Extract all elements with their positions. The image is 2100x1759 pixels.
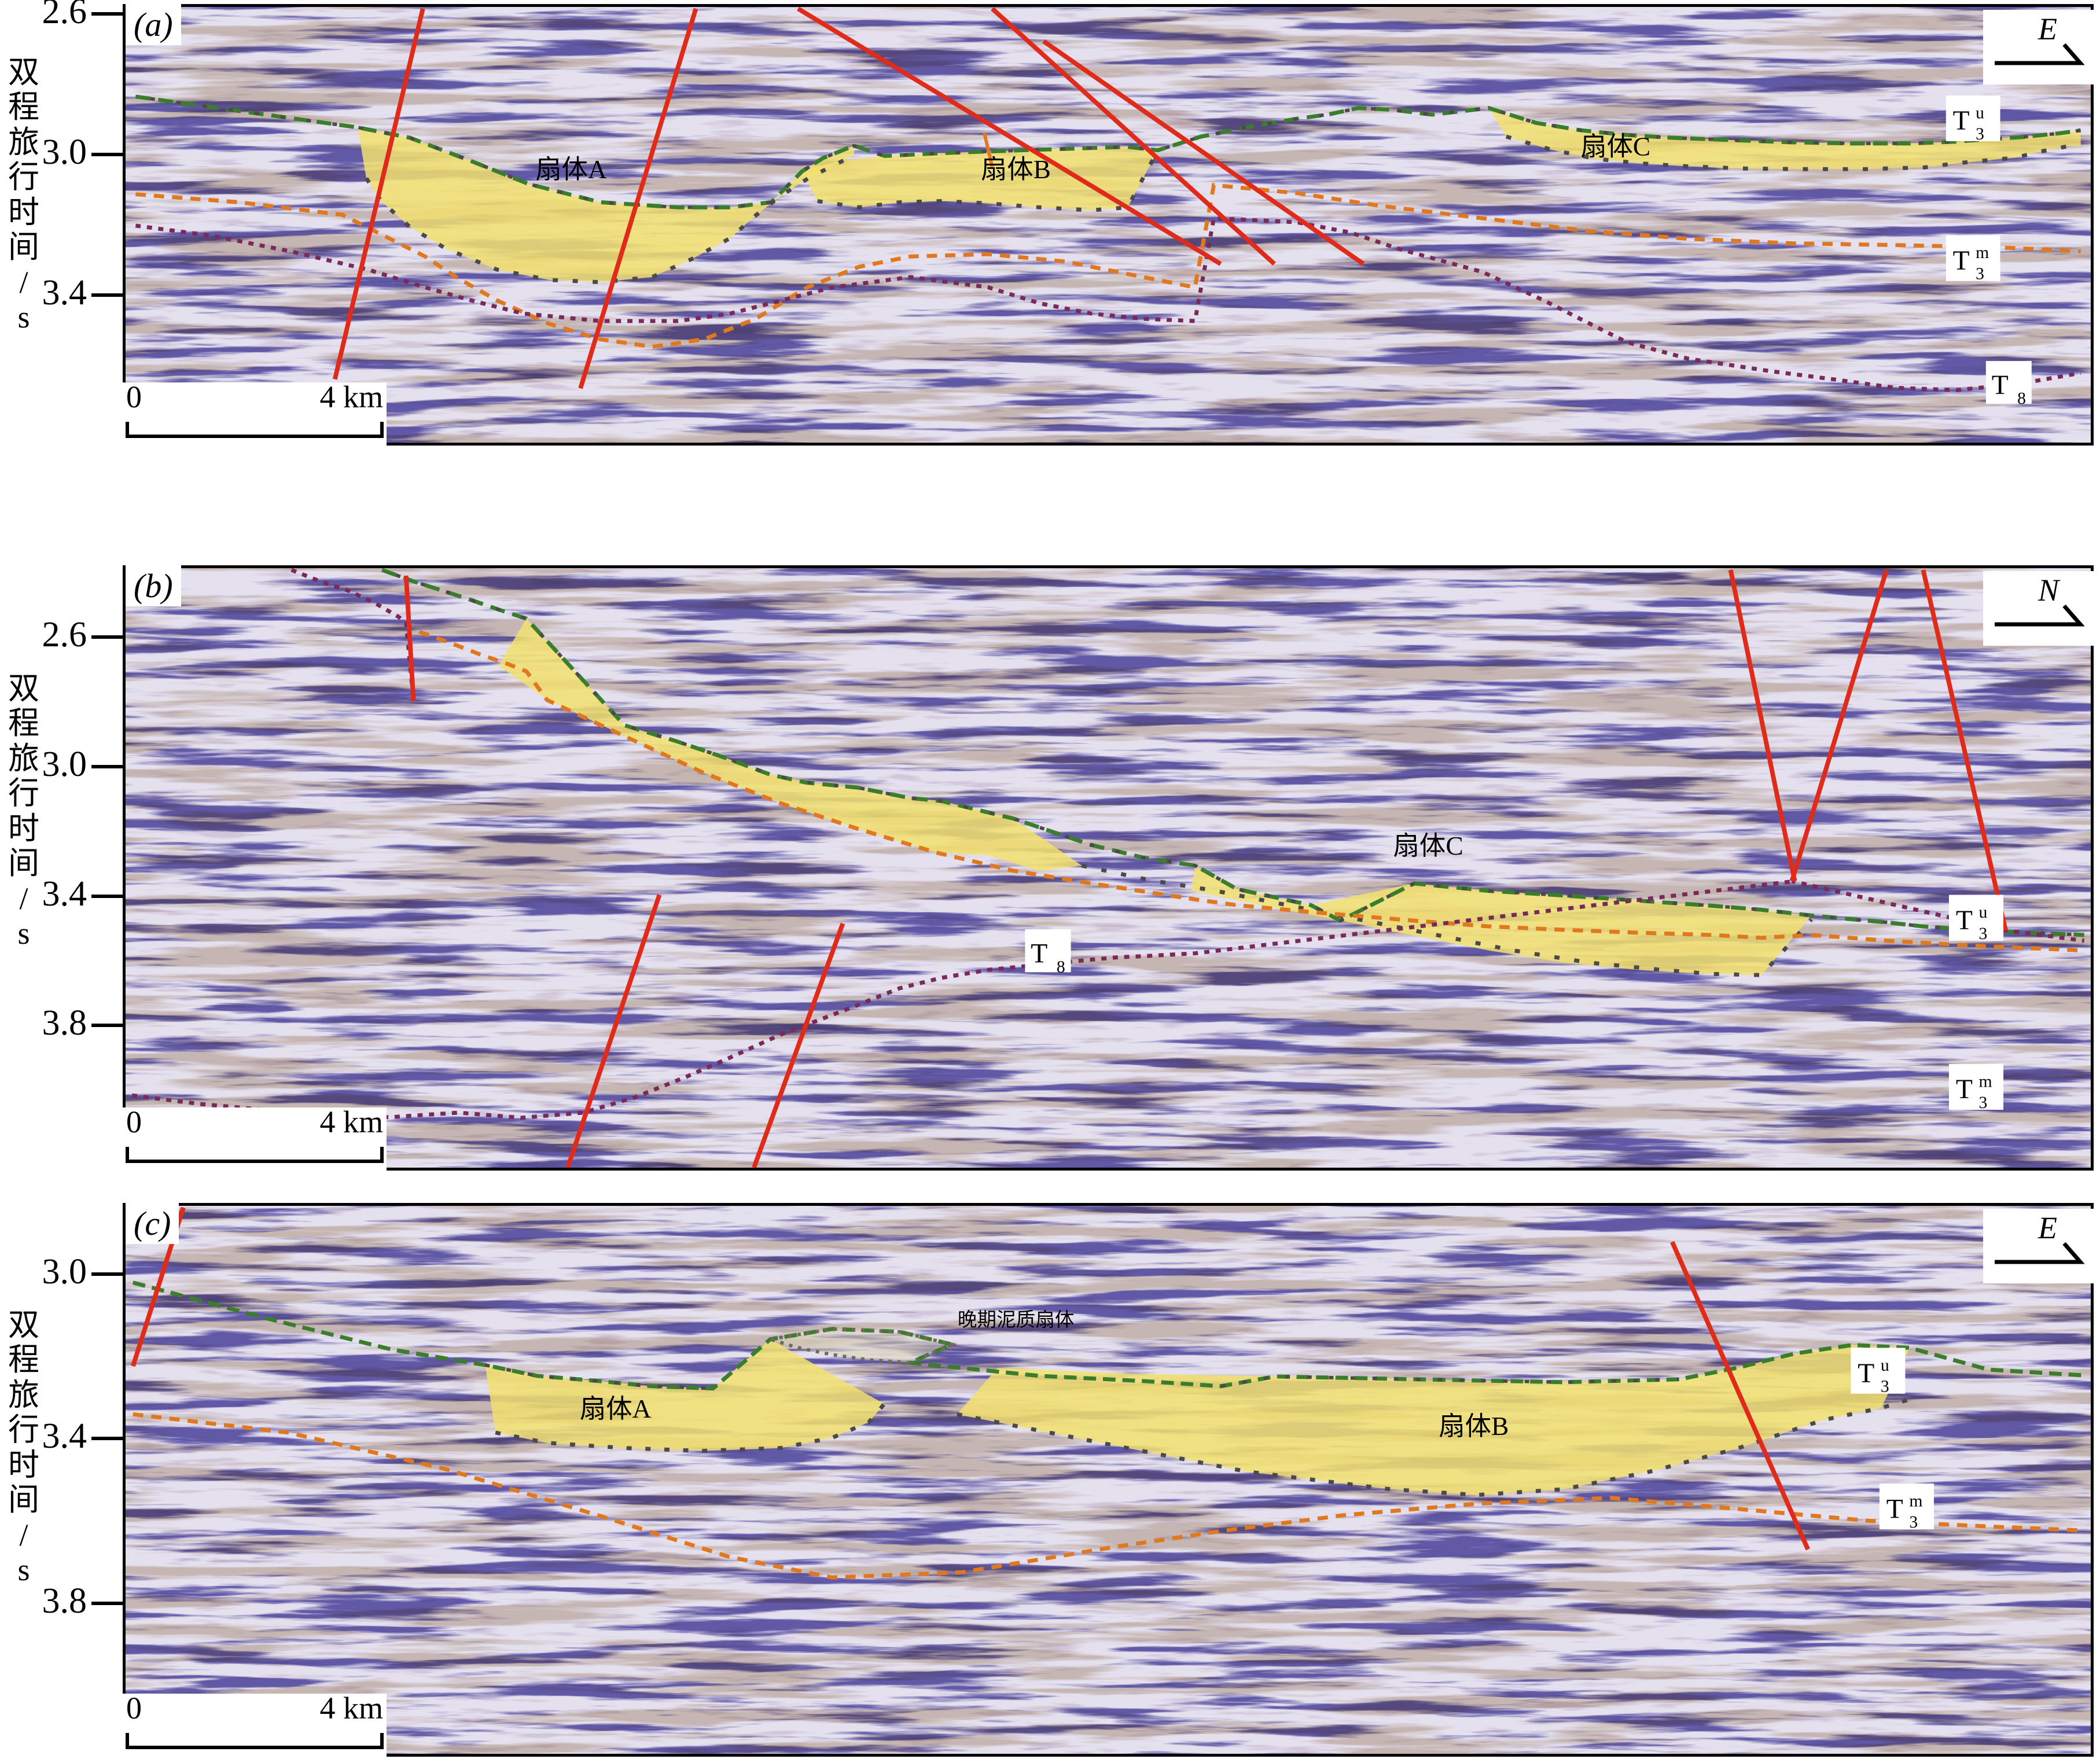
svg-text:扇体A: 扇体A	[535, 155, 607, 184]
svg-text:晚期泥质扇体: 晚期泥质扇体	[958, 1309, 1075, 1331]
svg-text:3: 3	[1976, 265, 1984, 284]
svg-text:3: 3	[1909, 1513, 1918, 1532]
svg-text:T: T	[1886, 1494, 1903, 1524]
svg-text:T: T	[1992, 370, 2009, 400]
svg-text:T: T	[1031, 939, 1047, 969]
svg-text:T: T	[1858, 1359, 1874, 1389]
svg-text:m: m	[1978, 1072, 1992, 1091]
svg-text:T: T	[1956, 1074, 1973, 1105]
svg-text:T: T	[1953, 106, 1970, 136]
svg-text:8: 8	[1057, 958, 1065, 976]
svg-text:u: u	[1978, 903, 1987, 922]
svg-text:3: 3	[1881, 1378, 1889, 1396]
svg-text:扇体B: 扇体B	[1439, 1411, 1509, 1441]
svg-text:扇体C: 扇体C	[1393, 831, 1463, 860]
svg-text:扇体A: 扇体A	[580, 1394, 652, 1423]
svg-text:m: m	[1909, 1492, 1922, 1511]
svg-text:3: 3	[1978, 1094, 1987, 1112]
svg-text:T: T	[1956, 906, 1973, 936]
svg-text:3: 3	[1976, 125, 1984, 143]
svg-text:8: 8	[2017, 389, 2026, 408]
svg-text:扇体B: 扇体B	[981, 155, 1051, 184]
svg-text:m: m	[1976, 244, 1989, 262]
svg-text:u: u	[1976, 104, 1984, 122]
svg-text:u: u	[1881, 1356, 1889, 1375]
svg-text:T: T	[1953, 246, 1970, 276]
svg-text:扇体C: 扇体C	[1580, 133, 1650, 161]
svg-text:3: 3	[1978, 925, 1987, 943]
